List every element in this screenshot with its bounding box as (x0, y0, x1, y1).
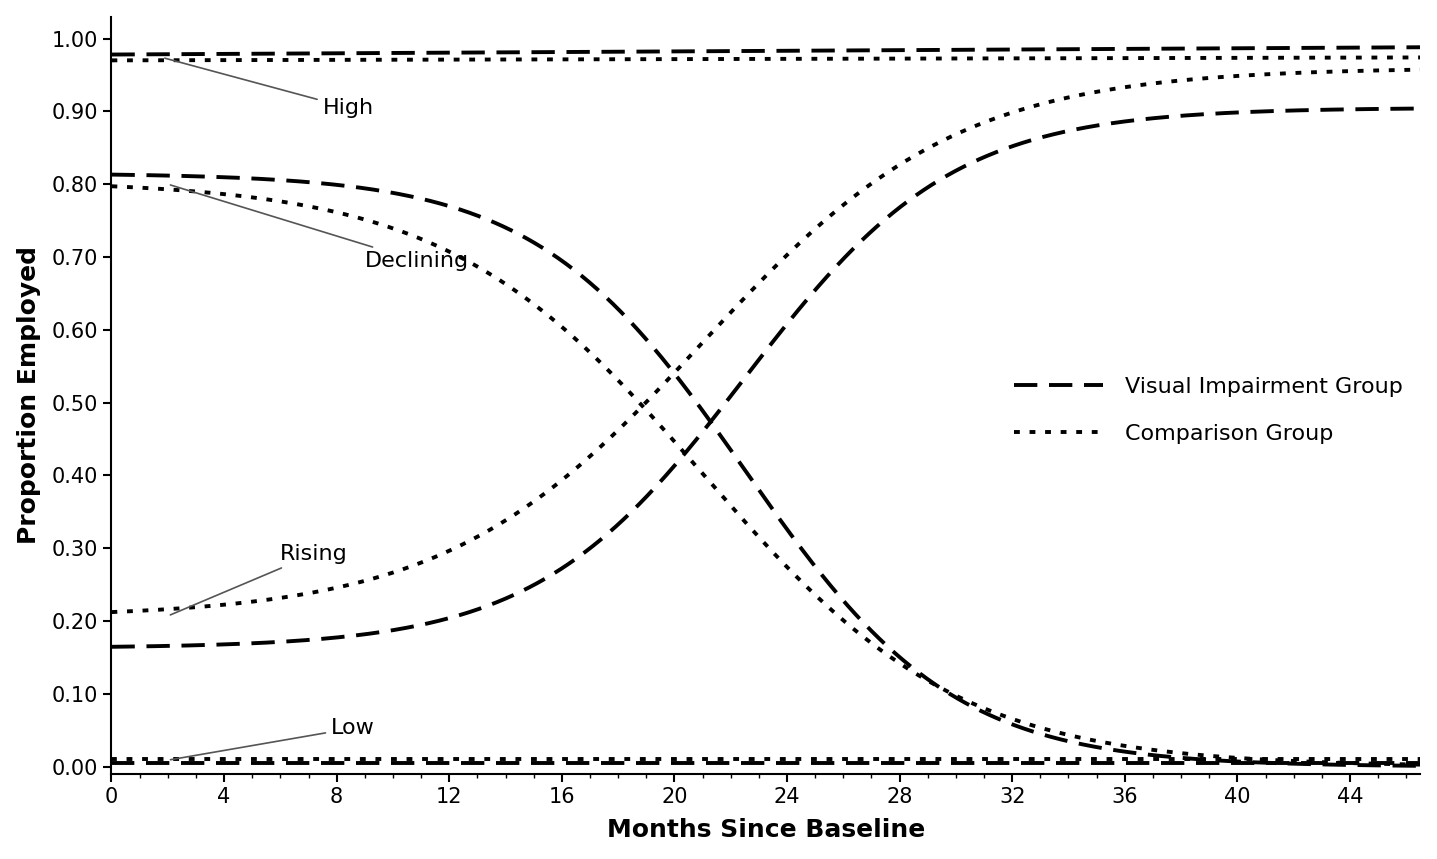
X-axis label: Months Since Baseline: Months Since Baseline (606, 819, 925, 843)
Text: Rising: Rising (171, 544, 348, 615)
Text: Low: Low (171, 718, 375, 759)
Y-axis label: Proportion Employed: Proportion Employed (17, 247, 40, 545)
Text: Declining: Declining (171, 185, 468, 271)
Text: High: High (165, 58, 374, 118)
Legend: Visual Impairment Group, Comparison Group: Visual Impairment Group, Comparison Grou… (1013, 377, 1403, 444)
